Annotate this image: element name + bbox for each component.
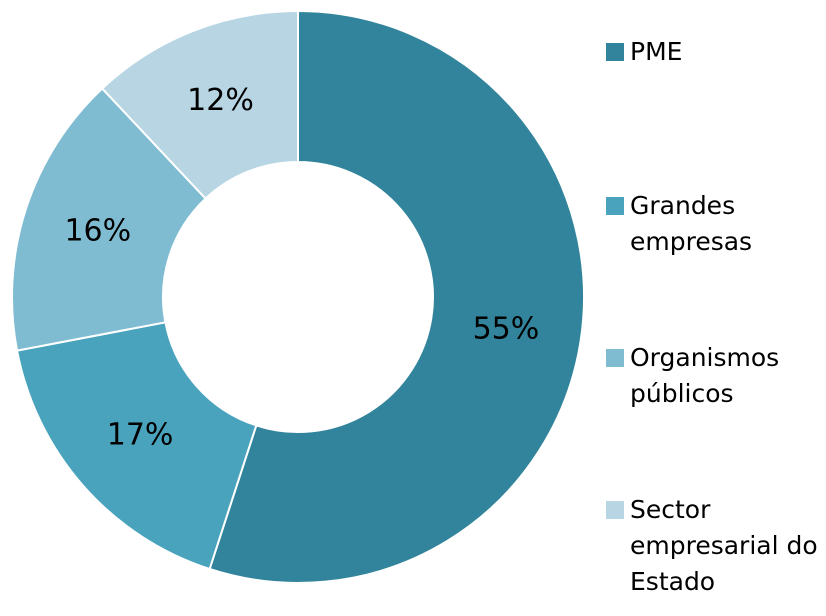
- legend-item: Grandes empresas: [606, 188, 822, 260]
- legend-label: Grandes empresas: [630, 191, 753, 256]
- legend-item: Sector empresarial do Estado: [606, 492, 822, 600]
- legend-label: Sector empresarial do Estado: [630, 495, 818, 596]
- legend-label: PME: [630, 37, 683, 66]
- data-label: 17%: [107, 418, 174, 453]
- donut-slice: [15, 321, 258, 571]
- legend-label: Organismos públicos: [630, 343, 780, 408]
- data-label: 16%: [64, 213, 131, 248]
- legend-swatch: [606, 349, 624, 367]
- legend-swatch: [606, 197, 624, 215]
- data-label: 12%: [187, 83, 254, 118]
- donut-slice: [208, 9, 585, 584]
- donut-slice: [100, 9, 299, 201]
- legend-item: PME: [606, 34, 822, 70]
- legend-item: Organismos públicos: [606, 340, 822, 412]
- legend-swatch: [606, 43, 624, 61]
- legend-swatch: [606, 501, 624, 519]
- data-label: 55%: [473, 311, 540, 346]
- donut-slice: [11, 87, 207, 352]
